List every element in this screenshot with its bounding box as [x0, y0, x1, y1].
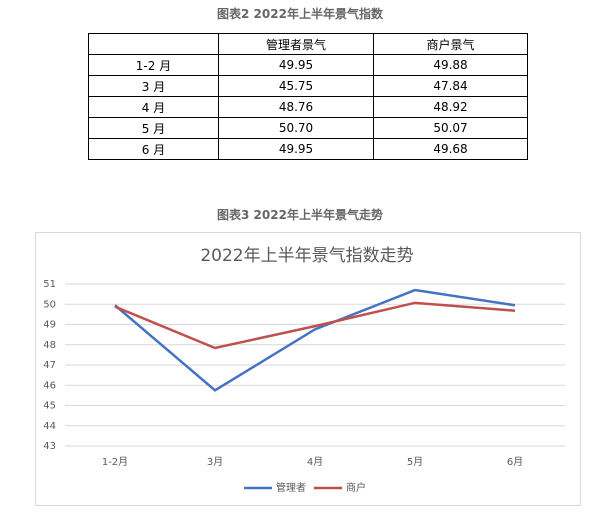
y-tick-label: 49	[43, 320, 56, 331]
y-tick-label: 44	[43, 421, 56, 432]
table-cell: 49.68	[373, 138, 528, 160]
x-tick-label: 4月	[307, 456, 323, 468]
y-tick-label: 48	[43, 340, 56, 351]
table-cell: 6 月	[88, 138, 219, 160]
table-caption: 图表2 2022年上半年景气指数	[217, 7, 383, 21]
chart-title: 2022年上半年景气指数走势	[200, 246, 413, 266]
x-tick-label: 1-2月	[102, 456, 128, 468]
y-tick-label: 46	[43, 380, 56, 391]
x-tick-label: 3月	[207, 456, 223, 468]
y-tick-label: 50	[43, 299, 56, 310]
chart-frame	[35, 232, 581, 506]
y-tick-label: 51	[43, 279, 56, 290]
table: 管理者景气 商户景气 1-2 月 49.95 49.88 3 月 45.75 47.84 4 月…	[88, 33, 528, 160]
y-tick-label: 47	[43, 360, 56, 371]
chart-caption: 图表3 2022年上半年景气走势	[217, 208, 383, 222]
legend-label: 管理者	[276, 481, 306, 494]
line-series	[114, 288, 516, 392]
table-cell: 49.95	[218, 138, 374, 160]
table-row: 5 月 50.70 50.07	[88, 117, 528, 139]
y-tick-label: 43	[43, 441, 56, 452]
y-tick-label: 45	[43, 401, 56, 412]
table-row: 4 月 48.76 48.92	[88, 96, 528, 118]
table-cell: 49.95	[218, 54, 374, 76]
table-row: 6 月 49.95 49.68	[88, 138, 528, 160]
table-cell: 50.70	[218, 117, 374, 139]
table-row: 1-2 月 49.95 49.88	[88, 54, 528, 76]
x-tick-label: 5月	[407, 456, 423, 468]
table-cell: 5 月	[88, 117, 219, 139]
legend-label: 商户	[346, 481, 366, 494]
line-series	[114, 301, 516, 350]
table-cell: 47.84	[373, 75, 528, 97]
x-tick-label: 6月	[507, 456, 523, 468]
